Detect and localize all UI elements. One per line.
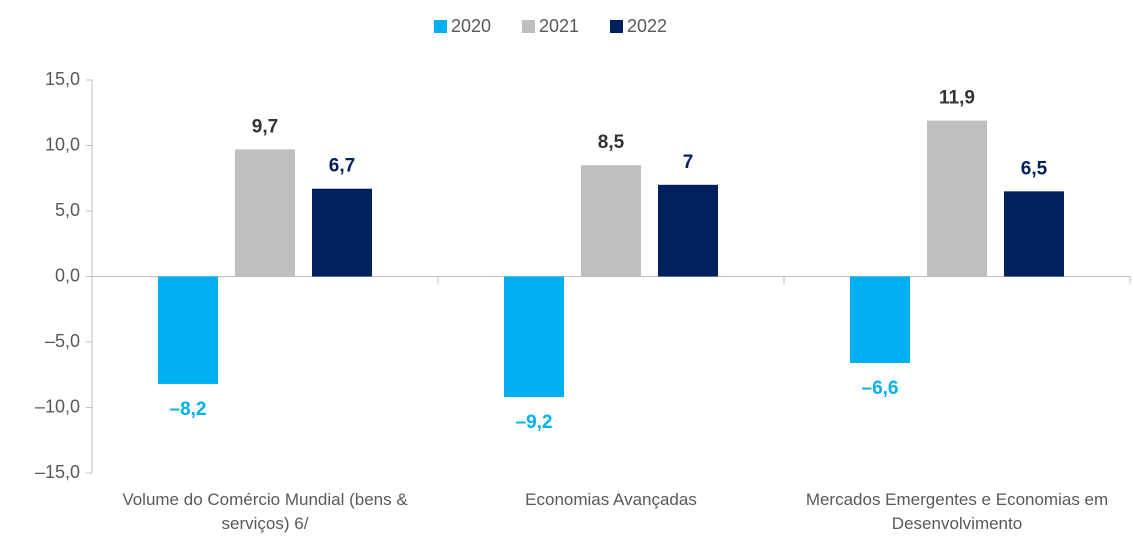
- bar: [312, 188, 372, 277]
- y-tick-label: 10,0: [45, 134, 80, 154]
- value-label: 6,5: [1021, 158, 1048, 179]
- x-tick-label: Mercados Emergentes e Economias em Desen…: [805, 490, 1109, 533]
- legend-swatch: [610, 20, 623, 33]
- y-tick-label: –15,0: [35, 462, 80, 482]
- value-label: 8,5: [598, 132, 625, 153]
- legend-swatch: [522, 20, 535, 33]
- x-tick-label: Economias Avançadas: [525, 490, 697, 509]
- bar: [927, 120, 987, 277]
- bar: [158, 276, 218, 384]
- bar: [1004, 191, 1064, 277]
- bar: [235, 149, 295, 277]
- legend-label: 2020: [451, 16, 491, 36]
- bar: [658, 184, 718, 277]
- bar: [850, 276, 910, 363]
- value-label: 11,9: [939, 88, 975, 109]
- y-tick-label: –5,0: [45, 331, 80, 351]
- y-tick-label: 0,0: [55, 265, 80, 285]
- value-label: 9,7: [252, 116, 278, 137]
- bar: [504, 276, 564, 398]
- legend-label: 2021: [539, 16, 579, 36]
- x-tick-label: Volume do Comércio Mundial (bens & servi…: [122, 490, 408, 533]
- bar: [581, 165, 641, 277]
- value-label: –8,2: [170, 399, 207, 420]
- value-label: –6,6: [862, 378, 899, 399]
- value-label: 6,7: [329, 156, 355, 177]
- y-tick-label: –10,0: [35, 396, 80, 416]
- legend-label: 2022: [627, 16, 667, 36]
- value-label: 7: [683, 152, 694, 173]
- y-tick-label: 5,0: [55, 200, 80, 220]
- legend-swatch: [434, 20, 447, 33]
- value-label: –9,2: [516, 412, 553, 433]
- y-tick-label: 15,0: [45, 69, 80, 89]
